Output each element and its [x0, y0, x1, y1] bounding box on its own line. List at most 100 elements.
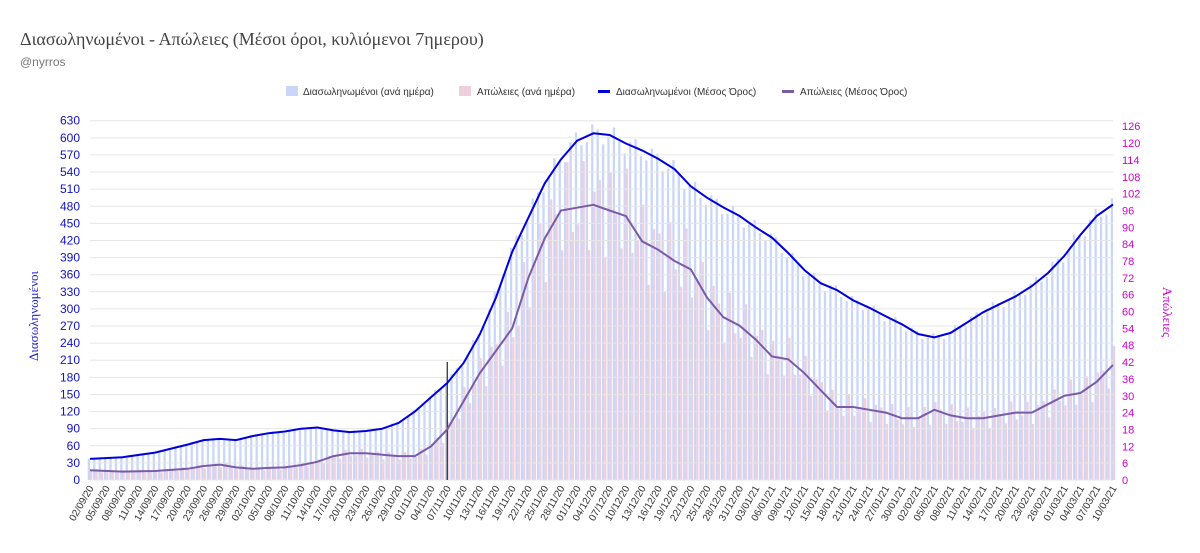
- bar-intubated-daily: [1045, 276, 1049, 480]
- bar-intubated-daily: [607, 136, 610, 480]
- bar-intubated-daily: [802, 276, 805, 480]
- bar-deaths-daily: [615, 214, 618, 480]
- bar-deaths-daily: [420, 448, 423, 480]
- bar-intubated-daily: [152, 451, 155, 480]
- bar-intubated-daily: [791, 252, 794, 480]
- bar-deaths-daily: [490, 346, 493, 480]
- bar-intubated-daily: [1056, 258, 1059, 480]
- bar-intubated-daily: [1051, 261, 1054, 480]
- bar-deaths-daily: [663, 292, 667, 480]
- bar-intubated-daily: [412, 409, 415, 480]
- bar-deaths-daily: [1015, 419, 1018, 480]
- x-axis-ticks: 02/09/2005/09/2008/09/2011/09/2014/09/20…: [68, 484, 1120, 524]
- bar-deaths-daily: [209, 464, 212, 480]
- bar-deaths-daily: [582, 161, 585, 480]
- bar-intubated-daily: [980, 316, 984, 480]
- bar-intubated-daily: [428, 396, 431, 480]
- y-left-tick-label: 330: [60, 285, 80, 299]
- bar-deaths-daily: [458, 418, 461, 480]
- bar-intubated-daily: [991, 302, 994, 480]
- bar-deaths-daily: [452, 421, 455, 480]
- bar-deaths-daily: [907, 407, 910, 480]
- bar-deaths-daily: [1102, 370, 1105, 480]
- bar-deaths-daily: [728, 292, 731, 480]
- bar-deaths-daily: [804, 355, 807, 480]
- y-right-tick-label: 60: [1122, 307, 1134, 319]
- bar-intubated-daily: [937, 335, 940, 480]
- bar-deaths-daily: [252, 469, 255, 480]
- intubated-average-line: [89, 132, 1114, 460]
- bar-deaths-daily: [625, 168, 629, 480]
- bar-deaths-daily: [328, 455, 331, 480]
- bar-deaths-daily: [652, 229, 656, 480]
- legend-swatch-intubated-avg: [598, 90, 610, 93]
- bar-deaths-daily: [512, 337, 515, 480]
- bar-deaths-daily: [631, 252, 634, 480]
- bar-deaths-daily: [501, 365, 504, 480]
- bar-intubated-daily: [683, 189, 686, 480]
- bar-deaths-daily: [820, 382, 823, 480]
- bar-intubated-daily: [1062, 262, 1065, 480]
- bar-deaths-daily: [1069, 379, 1072, 480]
- bar-deaths-daily: [403, 451, 407, 480]
- legend-swatch-deaths-avg: [782, 90, 794, 93]
- bar-intubated-daily: [331, 429, 334, 480]
- bar-intubated-daily: [87, 458, 90, 480]
- bar-deaths-daily: [279, 469, 282, 480]
- y-axis-left-label: Διασωληνωμένοι: [26, 271, 41, 361]
- bar-intubated-daily: [168, 448, 172, 480]
- y-right-tick-label: 0: [1122, 475, 1128, 487]
- bar-deaths-daily: [928, 424, 932, 480]
- bar-intubated-daily: [352, 430, 356, 480]
- bar-deaths-daily: [788, 337, 791, 480]
- bar-deaths-daily: [836, 408, 840, 480]
- y-left-tick-label: 480: [60, 199, 80, 213]
- bar-deaths-daily: [1058, 400, 1062, 480]
- bar-intubated-daily: [315, 426, 318, 480]
- bar-deaths-daily: [306, 466, 309, 480]
- bar-intubated-daily: [1007, 299, 1011, 480]
- bar-intubated-daily: [358, 431, 361, 480]
- bar-intubated-daily: [710, 195, 713, 481]
- bar-intubated-daily: [737, 214, 740, 481]
- bar-intubated-daily: [1083, 235, 1086, 480]
- bar-intubated-daily: [785, 256, 789, 480]
- bar-deaths-daily: [436, 437, 439, 480]
- bar-intubated-daily: [926, 337, 929, 480]
- bar-intubated-daily: [423, 404, 426, 480]
- bar-intubated-daily: [347, 432, 350, 480]
- bar-deaths-daily: [263, 470, 266, 480]
- bar-intubated-daily: [596, 129, 599, 480]
- legend-label-intubated-avg: Διασωληνωμένοι (Μέσος Όρος): [616, 86, 756, 98]
- y-left-tick-label: 360: [60, 268, 80, 282]
- bar-deaths-daily: [322, 463, 326, 480]
- bar-deaths-daily: [891, 403, 894, 480]
- bar-deaths-daily: [301, 462, 304, 480]
- bar-deaths-daily: [182, 467, 185, 480]
- y-right-tick-label: 66: [1122, 290, 1134, 302]
- bar-intubated-daily: [201, 441, 204, 480]
- bar-deaths-daily: [219, 467, 223, 480]
- bar-intubated-daily: [233, 438, 237, 480]
- bar-deaths-daily: [338, 458, 342, 480]
- bar-deaths-daily: [566, 162, 569, 480]
- bar-deaths-daily: [1107, 388, 1110, 480]
- bar-deaths-daily: [117, 472, 120, 480]
- y-left-tick-label: 510: [60, 182, 80, 196]
- bar-intubated-daily: [580, 145, 583, 480]
- bar-intubated-daily: [688, 184, 691, 480]
- bar-deaths-daily: [398, 459, 401, 480]
- bar-intubated-daily: [1094, 208, 1097, 481]
- bar-intubated-daily: [813, 272, 816, 480]
- bar-deaths-daily: [376, 451, 380, 480]
- bar-intubated-daily: [147, 453, 150, 480]
- bar-intubated-daily: [515, 235, 518, 480]
- y-left-tick-label: 150: [60, 387, 80, 401]
- bar-deaths-daily: [815, 379, 818, 480]
- bar-intubated-daily: [591, 124, 594, 481]
- chart-subtitle: @nyrros: [20, 55, 66, 69]
- bar-intubated-daily: [964, 326, 967, 480]
- bar-deaths-daily: [809, 395, 813, 480]
- bar-intubated-daily: [131, 455, 134, 480]
- bar-intubated-daily: [558, 161, 561, 480]
